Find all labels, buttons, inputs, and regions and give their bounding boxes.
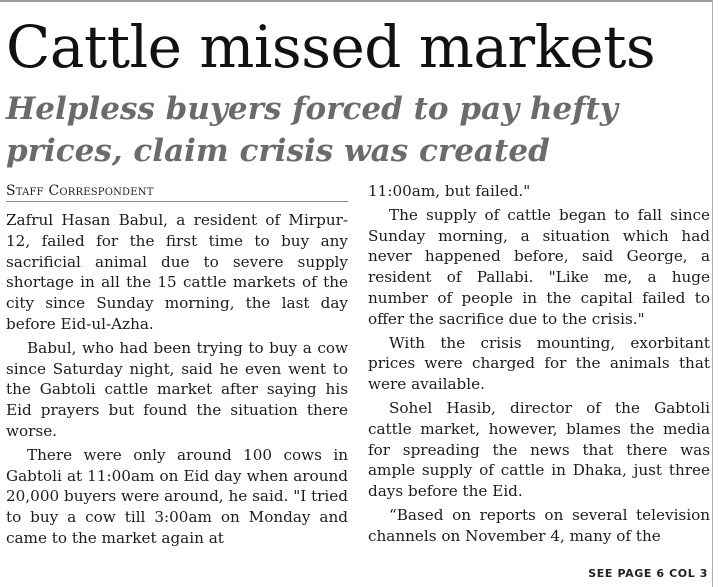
- article-paragraph: Babul, who had been trying to buy a cow …: [6, 338, 348, 440]
- subheadline: Helpless buyers forced to pay hefty pric…: [6, 91, 618, 169]
- column-rule: [712, 0, 713, 587]
- article-paragraph: There were only around 100 cows in Gabto…: [6, 445, 348, 547]
- article-column-left: Staff Correspondent Zafrul Hasan Babul, …: [6, 180, 348, 552]
- article-paragraph: Zafrul Hasan Babul, a resident of Mirpur…: [6, 211, 348, 333]
- article-paragraph: “Based on reports on several television …: [368, 505, 710, 545]
- top-rule: [0, 0, 712, 2]
- article-continuation: 11:00am, but failed.": [368, 182, 531, 200]
- jump-line: SEE PAGE 6 COL 3: [588, 567, 708, 580]
- article-paragraph: With the crisis mounting, exorbitant pri…: [368, 333, 710, 394]
- article-paragraph: Sohel Hasib, director of the Gabtoli cat…: [368, 398, 710, 501]
- article-paragraph: The supply of cattle began to fall since…: [368, 205, 710, 328]
- article-column-right: 11:00am, but failed." The supply of catt…: [368, 181, 710, 550]
- headline: Cattle missed markets: [6, 13, 656, 81]
- byline: Staff Correspondent: [6, 180, 348, 202]
